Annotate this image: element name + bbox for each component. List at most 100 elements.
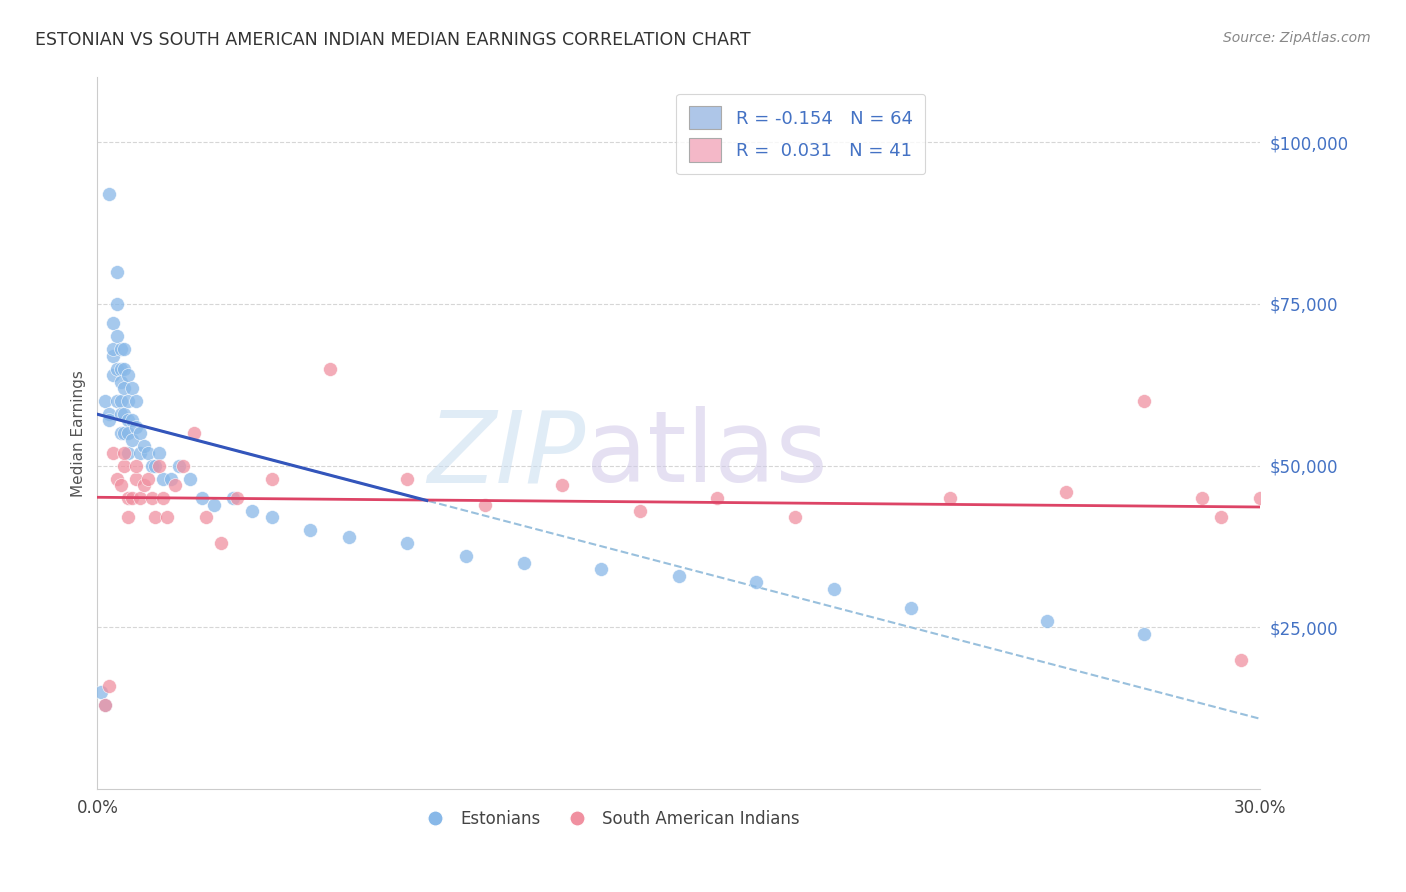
Point xyxy=(454,549,477,564)
Point xyxy=(98,679,121,693)
Point xyxy=(98,186,121,201)
Point xyxy=(129,491,152,505)
Point xyxy=(105,394,128,409)
Point xyxy=(121,413,143,427)
Point xyxy=(668,568,690,582)
Point xyxy=(225,491,247,505)
Point xyxy=(98,407,121,421)
Point xyxy=(98,413,121,427)
Point xyxy=(101,446,124,460)
Y-axis label: Median Earnings: Median Earnings xyxy=(72,370,86,497)
Legend: Estonians, South American Indians: Estonians, South American Indians xyxy=(412,803,806,834)
Point xyxy=(105,329,128,343)
Point xyxy=(1132,394,1154,409)
Point xyxy=(125,394,148,409)
Point xyxy=(628,504,651,518)
Point xyxy=(110,375,132,389)
Point xyxy=(136,446,159,460)
Point xyxy=(114,426,136,441)
Point xyxy=(396,536,419,550)
Point xyxy=(110,478,132,492)
Point xyxy=(337,530,360,544)
Point xyxy=(110,361,132,376)
Point xyxy=(167,458,190,473)
Point xyxy=(101,342,124,356)
Point xyxy=(114,342,136,356)
Point xyxy=(260,510,283,524)
Point xyxy=(1249,491,1271,505)
Point xyxy=(183,426,205,441)
Point xyxy=(319,361,342,376)
Point xyxy=(129,446,152,460)
Point xyxy=(110,426,132,441)
Point xyxy=(114,361,136,376)
Point xyxy=(117,446,139,460)
Point xyxy=(1132,627,1154,641)
Point xyxy=(823,582,845,596)
Point xyxy=(1211,510,1233,524)
Point xyxy=(117,394,139,409)
Text: atlas: atlas xyxy=(586,406,827,503)
Point xyxy=(939,491,962,505)
Point xyxy=(145,458,167,473)
Point xyxy=(202,498,225,512)
Point xyxy=(512,556,534,570)
Point xyxy=(114,381,136,395)
Point xyxy=(260,472,283,486)
Point xyxy=(110,407,132,421)
Point xyxy=(148,458,170,473)
Point xyxy=(136,472,159,486)
Point xyxy=(209,536,232,550)
Point xyxy=(156,510,179,524)
Point xyxy=(125,472,148,486)
Point xyxy=(141,491,163,505)
Point xyxy=(1229,653,1251,667)
Point xyxy=(706,491,728,505)
Point xyxy=(110,394,132,409)
Point xyxy=(110,342,132,356)
Point xyxy=(105,472,128,486)
Point xyxy=(90,685,112,699)
Point xyxy=(129,426,152,441)
Point xyxy=(132,439,155,453)
Point xyxy=(117,368,139,383)
Point xyxy=(1191,491,1213,505)
Point xyxy=(125,458,148,473)
Point xyxy=(105,361,128,376)
Point xyxy=(121,491,143,505)
Point xyxy=(1054,484,1077,499)
Point xyxy=(1036,614,1059,628)
Point xyxy=(114,446,136,460)
Point xyxy=(117,426,139,441)
Point xyxy=(94,698,117,712)
Point xyxy=(160,472,183,486)
Point xyxy=(121,433,143,447)
Point xyxy=(191,491,214,505)
Point xyxy=(152,491,174,505)
Point xyxy=(94,698,117,712)
Point xyxy=(179,472,201,486)
Point xyxy=(783,510,806,524)
Point xyxy=(105,297,128,311)
Point xyxy=(591,562,613,576)
Point xyxy=(141,458,163,473)
Point xyxy=(114,458,136,473)
Text: Source: ZipAtlas.com: Source: ZipAtlas.com xyxy=(1223,31,1371,45)
Point xyxy=(745,575,768,590)
Point xyxy=(145,510,167,524)
Point xyxy=(114,407,136,421)
Point xyxy=(299,524,322,538)
Point xyxy=(474,498,496,512)
Text: ESTONIAN VS SOUTH AMERICAN INDIAN MEDIAN EARNINGS CORRELATION CHART: ESTONIAN VS SOUTH AMERICAN INDIAN MEDIAN… xyxy=(35,31,751,49)
Point xyxy=(222,491,245,505)
Point xyxy=(125,420,148,434)
Point xyxy=(121,381,143,395)
Point xyxy=(900,601,922,615)
Point xyxy=(551,478,574,492)
Point xyxy=(152,472,174,486)
Point xyxy=(132,478,155,492)
Point xyxy=(172,458,194,473)
Point xyxy=(101,368,124,383)
Point xyxy=(163,478,186,492)
Point xyxy=(94,394,117,409)
